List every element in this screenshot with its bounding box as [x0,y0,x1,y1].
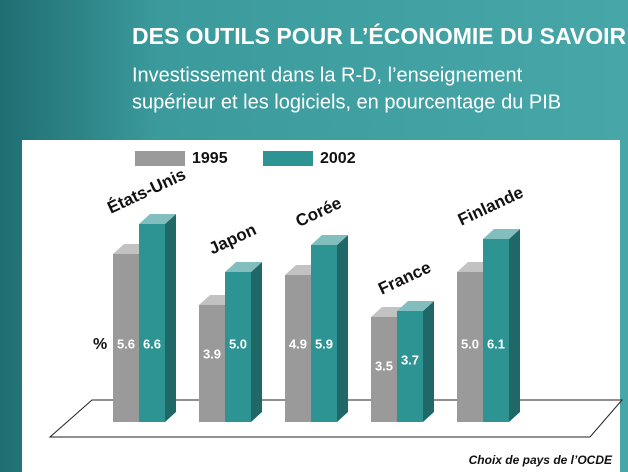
bar-front [139,224,165,422]
value-label: 6.6 [143,336,161,351]
value-label: 6.1 [487,336,505,351]
bar-front [225,272,251,422]
bar [311,235,348,422]
bar [139,214,176,422]
bar [225,262,262,422]
value-label: 5.0 [461,336,479,351]
subtitle: supérieur et les logiciels, en pourcenta… [132,91,561,113]
legend-swatch [135,151,185,166]
legend-label: 1995 [192,150,228,167]
value-label: 3.5 [375,358,393,373]
bar-side [337,235,348,422]
value-label: 4.9 [289,336,307,351]
source: Choix de pays de l’OCDE [469,453,613,467]
bar-front [113,254,139,422]
value-label: 5.0 [229,336,247,351]
bar-top [311,235,348,245]
subtitle: Investissement dans la R-D, l’enseigneme… [132,64,523,86]
bar-front [397,311,423,422]
bar [483,229,520,422]
bar-front [199,305,225,422]
bar-front [285,275,311,422]
bar-front [457,272,483,422]
bar-top [225,262,262,272]
value-label: 5.9 [315,336,333,351]
bar-side [251,262,262,422]
value-label: 3.7 [401,352,419,367]
legend-swatch [263,151,313,166]
bar-front [483,239,509,422]
bar [397,301,434,422]
bar-top [483,229,520,239]
bar-side [165,214,176,422]
chart-title: DES OUTILS POUR L’ÉCONOMIE DU SAVOIR [132,22,627,49]
bar-side [509,229,520,422]
value-label: 3.9 [203,346,221,361]
bar-top [139,214,176,224]
value-label: 5.6 [117,336,135,351]
legend-label: 2002 [320,150,356,167]
bar-top [397,301,434,311]
bar-side [423,301,434,422]
bar-front [311,245,337,422]
unit-label: % [93,336,107,353]
bar-front [371,317,397,422]
